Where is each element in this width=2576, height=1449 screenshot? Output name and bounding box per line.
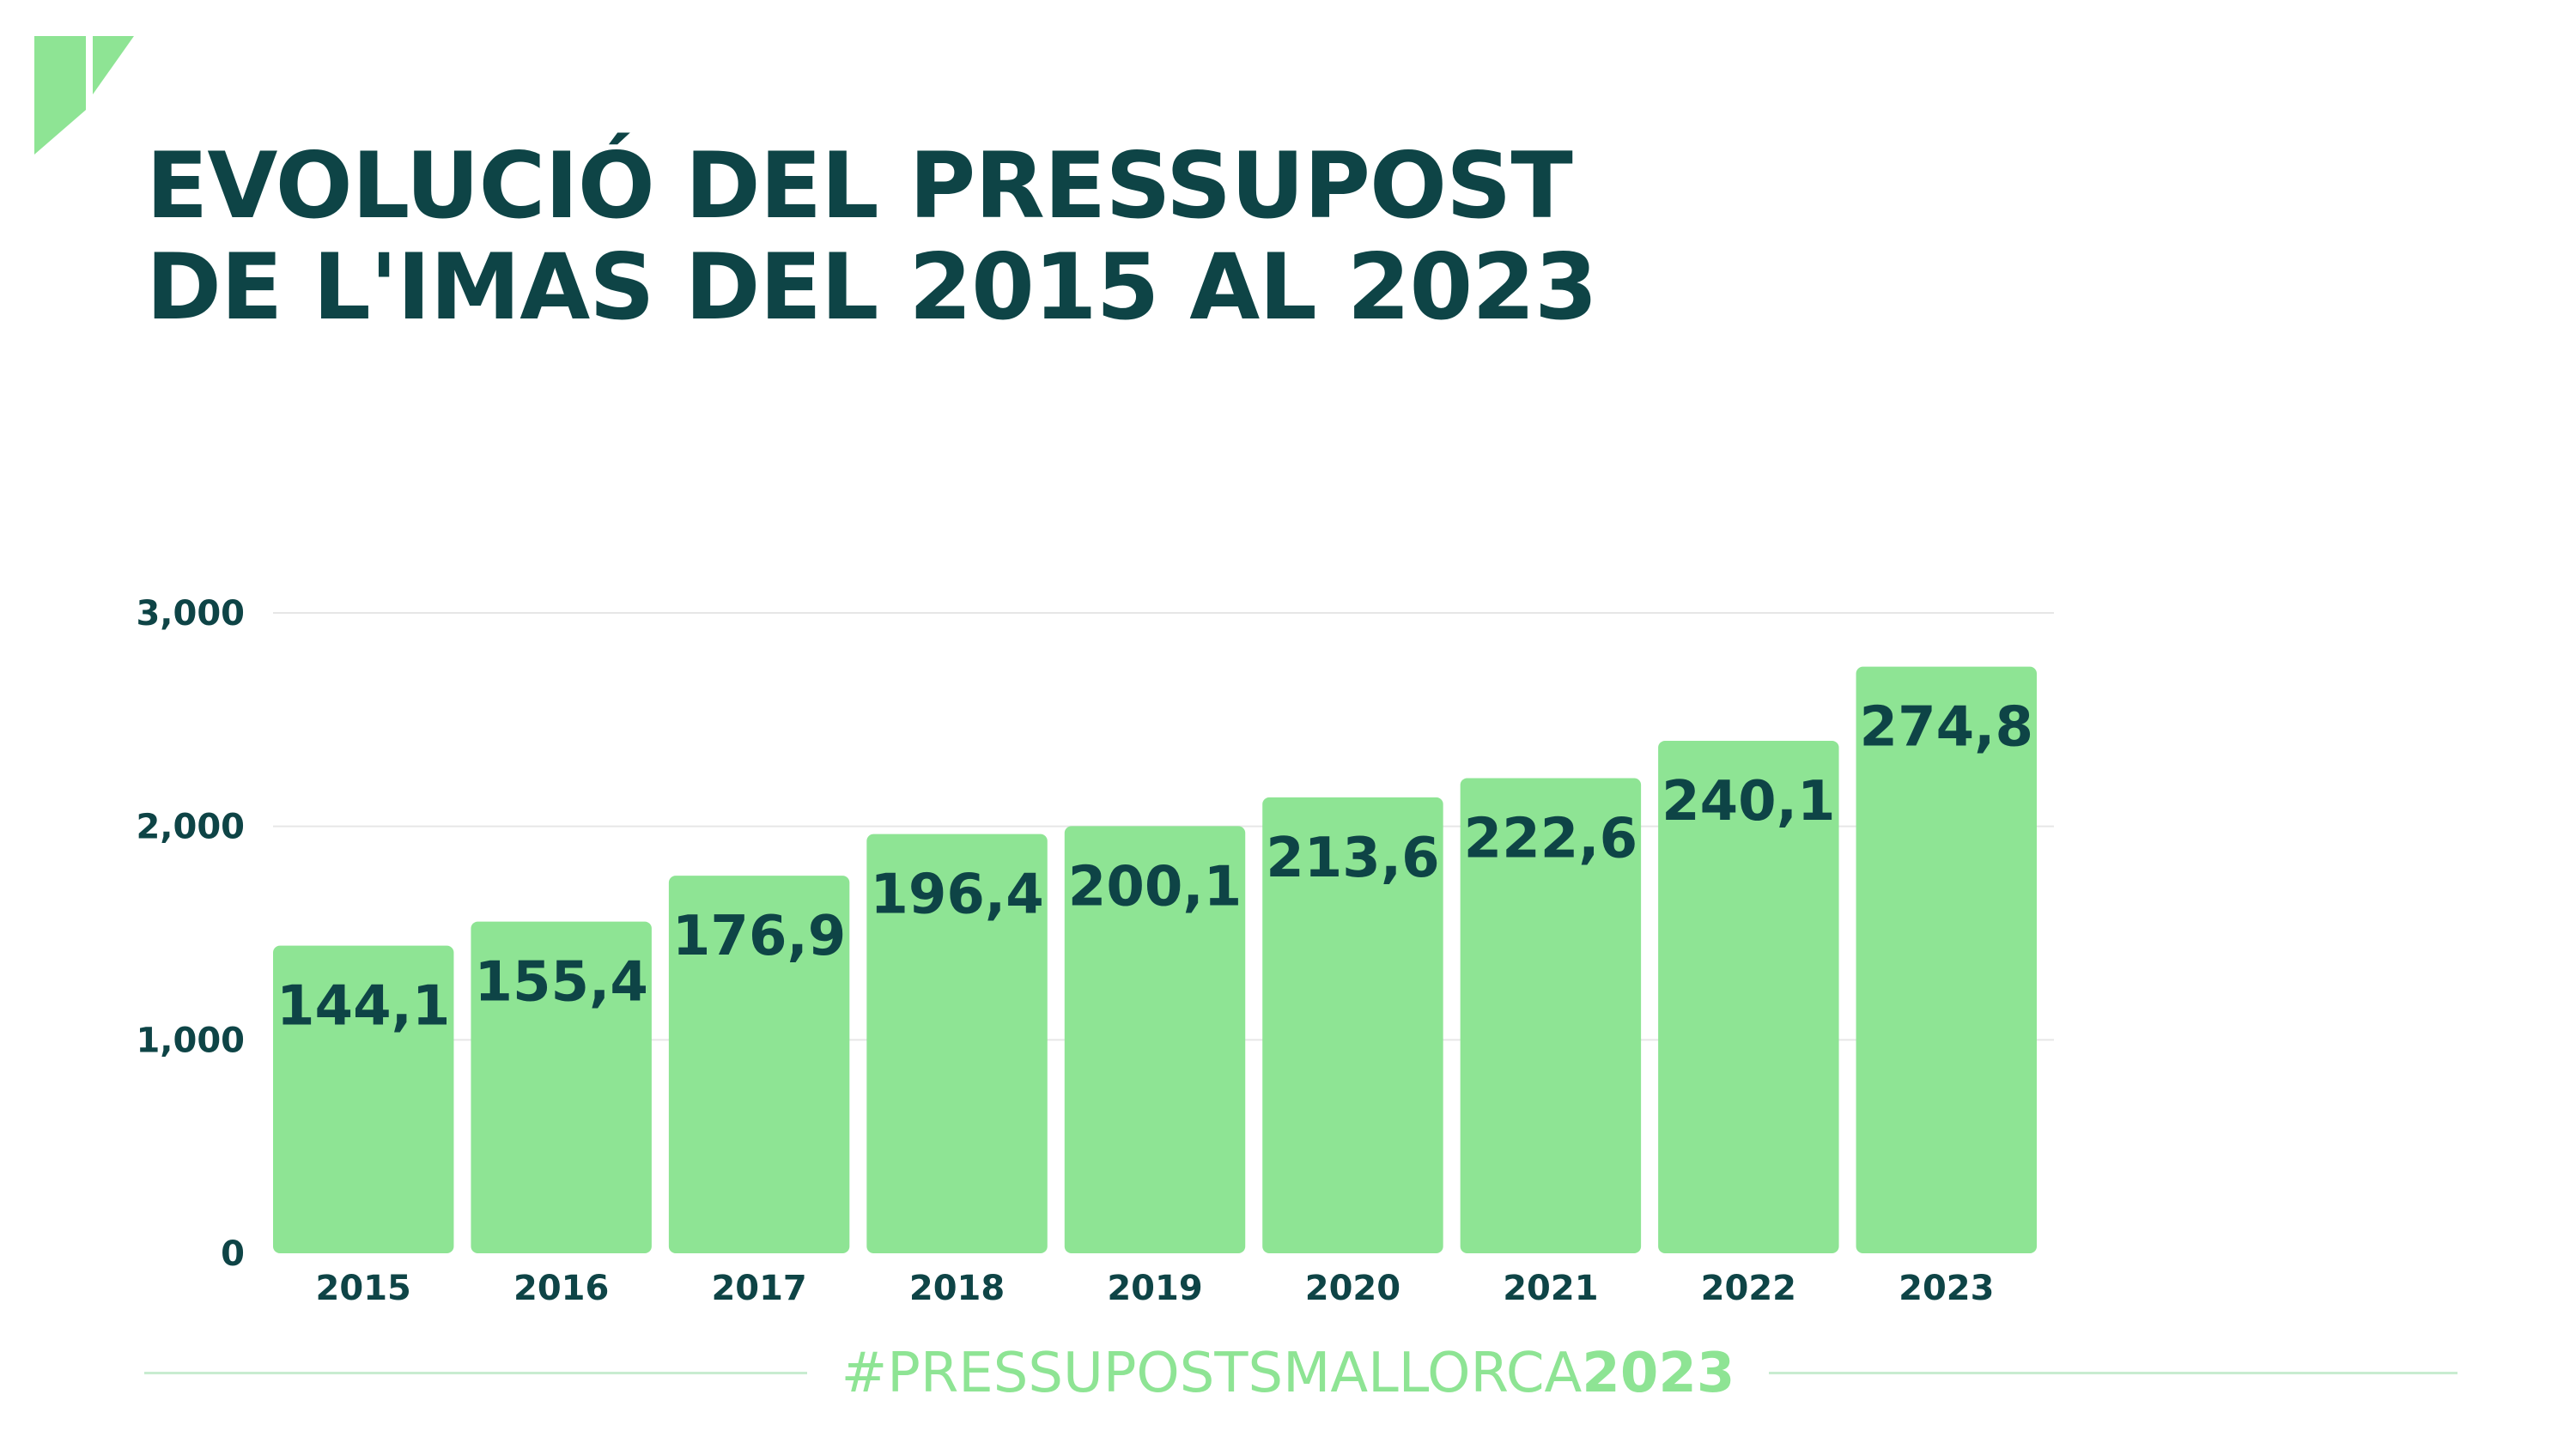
footer-line-left <box>144 1372 871 1374</box>
y-tick-label: 1,000 <box>136 1021 245 1060</box>
bar-2023 <box>1856 666 2037 1253</box>
footer-hashtag: #PRESSUPOSTSMALLORCA2023 <box>0 1341 2576 1406</box>
x-tick-label-2021: 2021 <box>1503 1269 1598 1308</box>
bar-2017 <box>668 876 850 1253</box>
title-line-1: EVOLUCIÓ DEL PRESSUPOST <box>146 133 1573 239</box>
x-tick-label-2020: 2020 <box>1305 1269 1400 1308</box>
data-labels: 144,1 155,4 176,9 196,4 200,1 213,6 222,6 240,1… <box>276 696 2033 1039</box>
data-label-2015: 144,1 <box>276 975 450 1039</box>
bars <box>273 666 2037 1253</box>
x-tick-label-2017: 2017 <box>711 1269 806 1308</box>
y-axis-ticks: 0 1,000 2,000 3,000 <box>136 594 245 1274</box>
x-tick-label-2018: 2018 <box>909 1269 1005 1308</box>
bar-2022 <box>1658 740 1839 1253</box>
footer-line-right <box>1743 1372 2458 1374</box>
bar-2015 <box>273 945 454 1253</box>
x-tick-label-2022: 2022 <box>1701 1269 1796 1308</box>
data-label-2019: 200,1 <box>1068 855 1242 919</box>
y-tick-label: 2,000 <box>136 808 245 847</box>
bar-2019 <box>1064 826 1246 1253</box>
data-label-2022: 240,1 <box>1662 770 1835 834</box>
hashtag-year: 2023 <box>1582 1342 1735 1405</box>
bar-2016 <box>471 921 652 1253</box>
y-tick-label: 3,000 <box>136 594 245 634</box>
bar-2018 <box>866 834 1048 1253</box>
data-label-2016: 155,4 <box>474 951 647 1015</box>
x-tick-label-2016: 2016 <box>513 1269 609 1308</box>
y-tick-label: 0 <box>221 1234 245 1274</box>
x-tick-label-2019: 2019 <box>1107 1269 1202 1308</box>
title-line-2: DE L'IMAS DEL 2015 AL 2023 <box>146 234 1598 340</box>
page-title: EVOLUCIÓ DEL PRESSUPOST DE L'IMAS DEL 20… <box>146 133 1598 340</box>
data-label-2021: 222,6 <box>1464 807 1637 870</box>
data-label-2018: 196,4 <box>870 864 1043 927</box>
x-tick-label-2023: 2023 <box>1899 1269 1994 1308</box>
x-axis-ticks: 2015 2016 2017 2018 2019 2020 2021 2022 2023 <box>316 1269 1995 1308</box>
hashtag-text: #PRESSUPOSTSMALLORCA <box>841 1342 1583 1405</box>
data-label-2020: 213,6 <box>1266 827 1439 890</box>
data-label-2023: 274,8 <box>1860 696 2033 760</box>
bar-2020 <box>1262 797 1443 1253</box>
x-tick-label-2015: 2015 <box>316 1269 411 1308</box>
bar-2021 <box>1460 778 1642 1253</box>
data-label-2017: 176,9 <box>672 905 846 968</box>
